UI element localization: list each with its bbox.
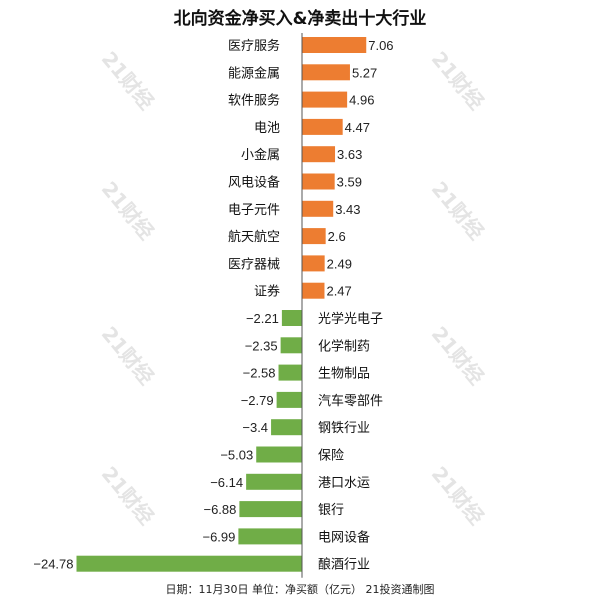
chart-title: 北向资金净买入&净卖出十大行业 (173, 9, 427, 29)
category-label: 航天航空 (228, 229, 280, 245)
value-label: −24.78 (33, 557, 73, 572)
value-label: 4.96 (349, 93, 374, 108)
value-label: −6.88 (203, 502, 236, 517)
category-label: 酿酒行业 (318, 557, 370, 573)
value-label: −6.99 (202, 529, 235, 544)
category-label: 电池 (254, 121, 280, 136)
category-label: 医疗器械 (228, 257, 280, 272)
bar (271, 419, 302, 436)
category-label: 化学制药 (318, 338, 370, 354)
bar (302, 173, 335, 190)
bar (302, 200, 334, 217)
value-label: 5.27 (352, 65, 377, 80)
bar (302, 37, 367, 53)
value-label: −6.14 (210, 475, 243, 490)
category-label: 银行 (318, 503, 344, 518)
value-label: −5.03 (220, 448, 253, 463)
category-label: 港口水运 (318, 476, 370, 491)
bar (302, 282, 325, 299)
chart-footer: 日期：11月30日 单位：净买额（亿元） 21投资通制图 (165, 583, 435, 596)
value-label: 3.43 (335, 202, 360, 217)
category-label: 医疗服务 (228, 38, 280, 54)
value-label: 2.49 (327, 256, 352, 271)
value-label: −2.58 (243, 366, 276, 381)
bar (302, 91, 348, 108)
bar (76, 555, 302, 572)
bar (281, 310, 302, 326)
category-label: 电子元件 (228, 203, 280, 218)
bar (278, 364, 302, 381)
value-label: −2.35 (245, 338, 278, 353)
category-label: 汽车零部件 (318, 393, 383, 409)
bar (256, 446, 302, 463)
bar (280, 337, 302, 354)
value-label: 4.47 (345, 120, 370, 135)
value-label: 3.63 (337, 147, 362, 162)
value-label: 7.06 (368, 38, 393, 53)
category-label: 电网设备 (318, 529, 370, 545)
bar (276, 391, 302, 408)
value-label: 2.6 (328, 229, 346, 244)
bar (302, 118, 343, 135)
value-label: −2.79 (241, 393, 274, 408)
category-label: 软件服务 (228, 93, 280, 109)
bar (238, 528, 302, 545)
bar (302, 146, 336, 163)
category-label: 小金属 (241, 147, 280, 163)
bar (246, 473, 302, 490)
category-label: 光学光电子 (318, 311, 383, 327)
value-label: 2.47 (326, 284, 351, 299)
bar (302, 64, 350, 81)
bar (302, 255, 325, 272)
value-label: −2.21 (246, 311, 279, 326)
value-label: −3.4 (242, 420, 268, 435)
category-label: 证券 (254, 284, 280, 300)
bar (302, 228, 326, 245)
category-label: 保险 (318, 449, 344, 464)
category-label: 钢铁行业 (318, 421, 370, 436)
category-label: 风电设备 (228, 175, 280, 191)
bar (239, 501, 302, 518)
value-label: 3.59 (337, 175, 362, 190)
category-label: 生物制品 (318, 367, 370, 382)
category-label: 能源金属 (228, 65, 280, 81)
